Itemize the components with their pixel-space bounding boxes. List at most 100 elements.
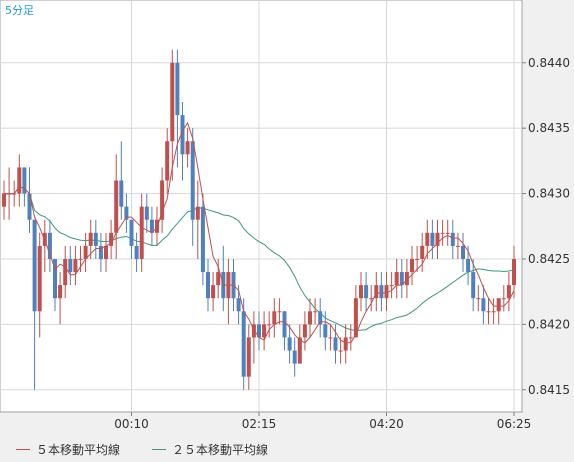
candle-body	[134, 245, 139, 259]
candle-body	[282, 311, 287, 338]
legend-label-ma25: ２５本移動平均線	[172, 443, 269, 457]
candle-body	[450, 232, 455, 246]
candle-body	[399, 272, 404, 286]
candle-body	[420, 245, 425, 259]
candle-body	[83, 245, 88, 259]
candle-body	[149, 219, 154, 233]
candle-body	[374, 285, 379, 299]
legend-label-ma5: ５本移動平均線	[36, 443, 121, 457]
candle-body	[124, 206, 129, 220]
y-tick-label: 0.8425	[528, 252, 570, 266]
candle-body	[455, 245, 460, 247]
candle-body	[170, 62, 175, 142]
candle-body	[165, 141, 170, 181]
candle-body	[430, 232, 435, 246]
candle-body	[216, 272, 221, 286]
candle-body	[369, 298, 374, 300]
candle-body	[486, 311, 491, 313]
candle-body	[160, 180, 165, 220]
candle-body	[333, 337, 338, 351]
candle-body	[308, 311, 312, 325]
candle-body	[267, 324, 272, 326]
candle-body	[109, 232, 114, 246]
x-tick-label: 06:25	[497, 417, 532, 431]
candle-body	[185, 141, 190, 155]
candle-body	[394, 272, 399, 286]
candle-body	[384, 285, 389, 299]
chart-title: 5分足	[5, 4, 34, 17]
y-tick-label: 0.8430	[528, 187, 570, 201]
candle-body	[292, 350, 297, 364]
candle-body	[404, 272, 409, 286]
candle-body	[445, 232, 450, 234]
candle-body	[180, 115, 185, 155]
candle-body	[114, 180, 119, 233]
candle-body	[58, 285, 63, 299]
candle-body	[104, 245, 108, 259]
y-tick-label: 0.8435	[528, 121, 570, 135]
candle-body	[144, 206, 149, 220]
candle-body	[47, 232, 52, 259]
candle-body	[364, 285, 369, 299]
candle-body	[22, 167, 27, 194]
legend-item-ma25: ２５本移動平均線	[152, 441, 268, 458]
candle-body	[139, 206, 144, 259]
candle-body	[78, 258, 83, 260]
candle-body	[17, 167, 22, 194]
chart-svg: 0.8440 0.8435 0.8430 0.8425 0.8420 0.8415 00:…	[0, 0, 570, 431]
candle-body	[119, 180, 124, 207]
candle-body	[389, 285, 394, 287]
x-tick-label: 04:20	[369, 417, 404, 431]
candle-body	[93, 232, 98, 246]
candle-body	[338, 350, 343, 352]
legend-item-ma5: ５本移動平均線	[16, 441, 120, 458]
candle-body	[425, 232, 430, 246]
candle-body	[297, 337, 302, 364]
candle-body	[73, 258, 78, 273]
candle-body	[88, 232, 93, 246]
y-tick-label: 0.8420	[528, 317, 570, 331]
candle-body	[415, 258, 420, 260]
y-tick-label: 0.8440	[528, 56, 570, 70]
candle-body	[287, 337, 292, 351]
candle-body	[353, 298, 358, 338]
candle-body	[27, 193, 32, 220]
x-tick-label: 02:15	[242, 417, 277, 431]
y-tick-label: 0.8415	[528, 383, 570, 397]
candle-body	[313, 311, 318, 313]
candle-body	[195, 206, 200, 220]
candle-body	[241, 311, 246, 377]
candle-body	[262, 324, 267, 338]
legend-swatch-ma25	[152, 449, 166, 450]
candle-body	[466, 258, 471, 273]
candle-body	[359, 285, 363, 299]
candle-body	[461, 245, 465, 259]
candle-body	[257, 324, 261, 338]
candle-body	[302, 324, 307, 338]
ma5-line	[4, 121, 515, 344]
y-axis: 0.8440 0.8435 0.8430 0.8425 0.8420 0.8415	[522, 56, 570, 397]
candle-body	[277, 311, 282, 313]
candle-body	[236, 298, 241, 312]
candle-body	[501, 298, 506, 300]
candle-body	[246, 337, 251, 377]
candle-body	[32, 219, 37, 312]
candle-body	[512, 258, 516, 286]
candle-body	[129, 219, 134, 246]
candle-body	[206, 272, 210, 299]
candle-body	[491, 311, 496, 313]
candle-body	[343, 337, 348, 351]
candle-body	[440, 232, 445, 234]
candle-body	[435, 232, 440, 246]
x-axis: 00:10 02:15 04:20 06:25	[114, 412, 531, 431]
candle-body	[37, 245, 42, 312]
candle-body	[68, 258, 73, 273]
candle-body	[471, 272, 476, 299]
candle-body	[379, 285, 384, 299]
candle-body	[481, 298, 486, 312]
candle-body	[251, 324, 256, 338]
x-tick-label: 00:10	[114, 417, 149, 431]
candle-body	[63, 258, 68, 286]
candle-body	[318, 311, 323, 325]
candle-body	[190, 141, 195, 220]
